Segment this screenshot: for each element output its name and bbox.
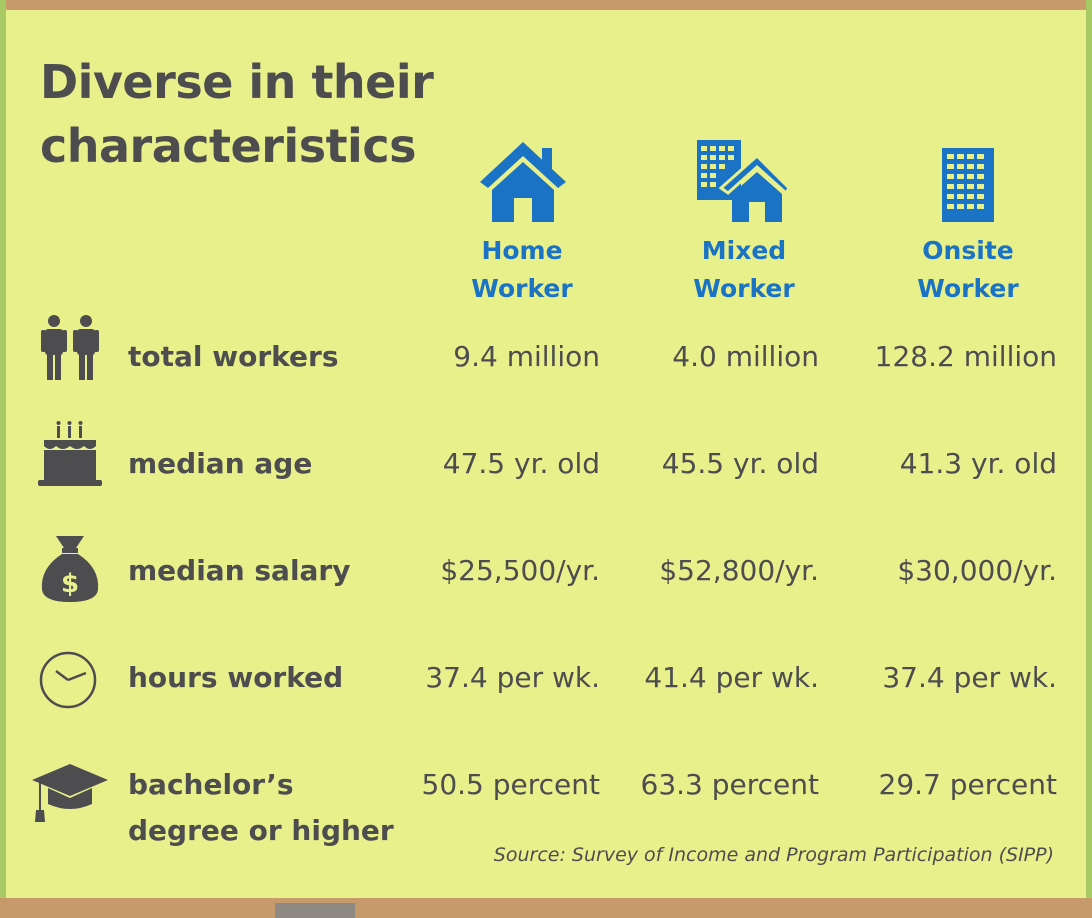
svg-text:$: $ bbox=[61, 569, 79, 599]
row-label-line: degree or higher bbox=[128, 814, 394, 847]
column-heading-onsite: Onsite Worker bbox=[873, 232, 1063, 308]
row-label-median-age: median age bbox=[128, 447, 313, 480]
building-house-icon bbox=[697, 140, 790, 222]
graduation-cap-icon bbox=[32, 764, 108, 822]
column-heading-line: Onsite bbox=[922, 236, 1014, 265]
value-cell: 128.2 million bbox=[874, 340, 1057, 373]
column-heading-line: Home bbox=[481, 236, 563, 265]
source-note: Source: Survey of Income and Program Par… bbox=[493, 844, 1054, 866]
right-border bbox=[1086, 0, 1092, 918]
value-cell: 29.7 percent bbox=[878, 768, 1058, 801]
row-label-bachelors-degree: bachelor’s degree or higher bbox=[128, 762, 394, 854]
page-title: Diverse in their characteristics bbox=[40, 55, 434, 173]
value-cell: 37.4 per wk. bbox=[882, 661, 1057, 694]
value-cell: 41.4 per wk. bbox=[644, 661, 819, 694]
row-label-median-salary: median salary bbox=[128, 554, 351, 587]
birthday-cake-icon bbox=[38, 421, 102, 486]
value-cell: $52,800/yr. bbox=[659, 554, 819, 587]
bottom-decoration bbox=[275, 903, 355, 918]
value-cell: 37.4 per wk. bbox=[425, 661, 600, 694]
money-bag-icon: $ bbox=[41, 536, 99, 602]
column-heading-mixed: Mixed Worker bbox=[649, 232, 839, 308]
bottom-border bbox=[0, 898, 1092, 918]
office-building-icon bbox=[942, 148, 994, 222]
value-cell: $30,000/yr. bbox=[897, 554, 1057, 587]
value-cell: 9.4 million bbox=[453, 340, 600, 373]
value-cell: 45.5 yr. old bbox=[661, 447, 819, 480]
column-heading-home: Home Worker bbox=[427, 232, 617, 308]
value-cell: 41.3 yr. old bbox=[899, 447, 1057, 480]
clock-icon bbox=[39, 651, 97, 709]
value-cell: $25,500/yr. bbox=[440, 554, 600, 587]
row-label-total-workers: total workers bbox=[128, 340, 339, 373]
left-border bbox=[0, 0, 6, 918]
column-heading-line: Mixed bbox=[701, 236, 787, 265]
column-heading-line: Worker bbox=[471, 274, 573, 303]
value-cell: 47.5 yr. old bbox=[442, 447, 600, 480]
value-cell: 4.0 million bbox=[672, 340, 819, 373]
column-heading-line: Worker bbox=[917, 274, 1019, 303]
people-icon bbox=[41, 315, 99, 380]
value-cell: 50.5 percent bbox=[421, 768, 601, 801]
house-icon bbox=[480, 142, 566, 222]
row-label-hours-worked: hours worked bbox=[128, 661, 344, 694]
row-label-line: bachelor’s bbox=[128, 768, 294, 801]
top-border bbox=[0, 0, 1092, 10]
column-heading-line: Worker bbox=[693, 274, 795, 303]
value-cell: 63.3 percent bbox=[640, 768, 820, 801]
